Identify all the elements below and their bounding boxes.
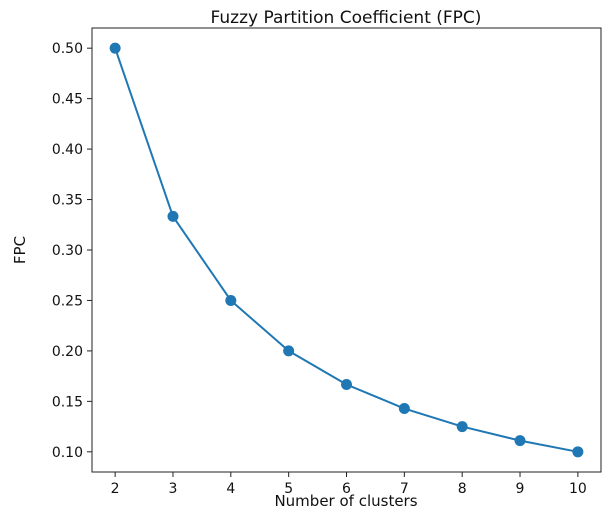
y-tick-label: 0.35 [52, 193, 83, 209]
fpc-data-point [109, 42, 121, 54]
x-tick-label: 2 [111, 481, 120, 497]
y-tick-label: 0.40 [52, 142, 83, 158]
x-tick-label: 5 [284, 481, 293, 497]
fpc-data-point [514, 435, 526, 447]
y-tick-label: 0.25 [52, 293, 83, 309]
y-tick-label: 0.15 [52, 394, 83, 410]
fpc-data-point [398, 403, 410, 415]
x-tick-label: 8 [458, 481, 467, 497]
y-tick-label: 0.30 [52, 243, 83, 259]
y-tick-label: 0.10 [52, 445, 83, 461]
fpc-data-point [456, 421, 468, 433]
fpc-data-point [283, 345, 295, 357]
x-tick-label: 3 [169, 481, 178, 497]
x-tick-label: 7 [400, 481, 409, 497]
fpc-data-point [572, 446, 584, 458]
y-tick-label: 0.45 [52, 92, 83, 108]
x-tick-label: 10 [569, 481, 587, 497]
x-tick-label: 9 [516, 481, 525, 497]
fpc-data-point [167, 210, 179, 222]
x-tick-label: 6 [342, 481, 351, 497]
fpc-data-point [341, 379, 352, 391]
y-tick-label: 0.50 [52, 41, 83, 57]
chart-title: Fuzzy Partition Coefficient (FPC) [211, 8, 482, 28]
x-tick-label: 4 [226, 481, 235, 497]
fpc-series-line [114, 47, 579, 453]
y-tick-label: 0.20 [52, 344, 83, 360]
fpc-data-point [225, 294, 237, 306]
plot-frame [91, 27, 602, 473]
x-axis-label: Number of clusters [274, 492, 417, 510]
y-axis-label: FPC [11, 236, 29, 264]
